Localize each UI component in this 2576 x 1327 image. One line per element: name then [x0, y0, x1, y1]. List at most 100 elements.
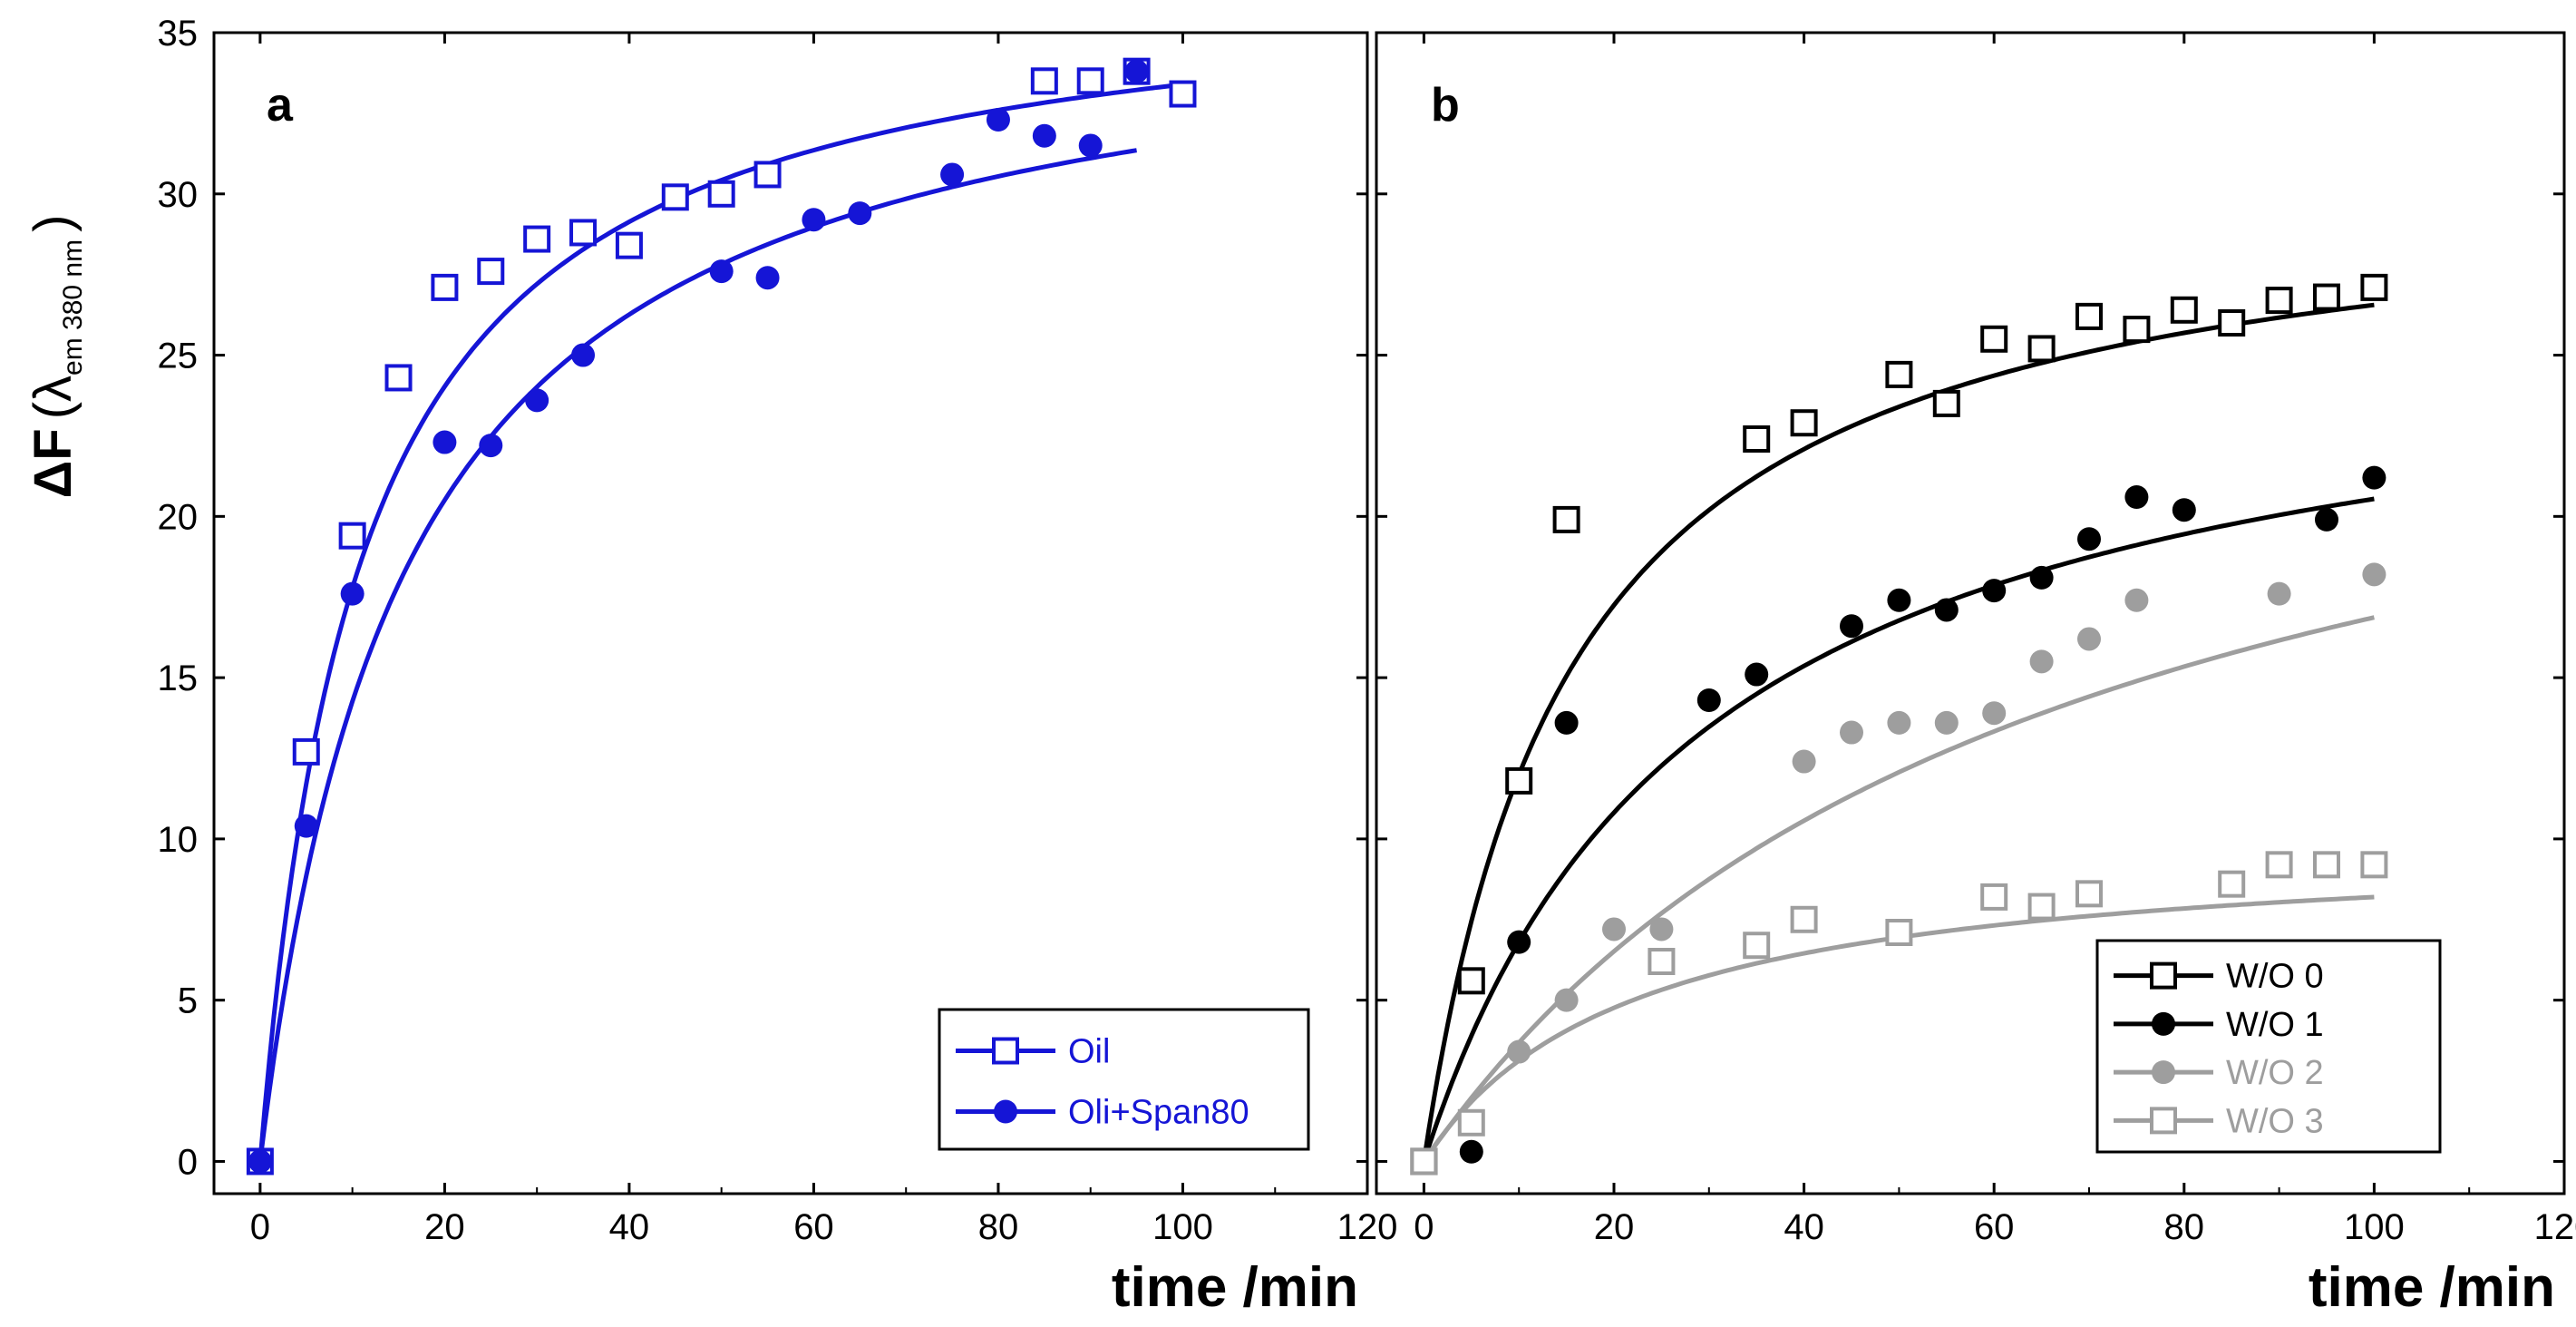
data-point — [477, 258, 505, 286]
data-point — [2362, 465, 2386, 490]
data-point — [1932, 389, 1960, 417]
data-point — [755, 266, 780, 290]
data-point — [1887, 588, 1911, 612]
data-point — [2029, 649, 2054, 674]
data-point — [2360, 273, 2388, 301]
data-point — [1602, 917, 1626, 942]
panel-label: b — [1431, 79, 1460, 132]
data-point — [1169, 80, 1197, 108]
data-point — [384, 364, 413, 392]
data-point — [709, 259, 734, 284]
data-point — [1790, 905, 1818, 933]
data-point — [1885, 919, 1913, 946]
fit-line-w-o-1 — [1422, 496, 2375, 1163]
legend-label: W/O 0 — [2226, 958, 2324, 996]
data-point — [1648, 948, 1676, 975]
data-point — [753, 161, 782, 189]
data-point — [1840, 720, 1863, 745]
data-point — [2124, 588, 2149, 612]
data-point — [1076, 67, 1104, 95]
x-axis-title: time /min — [2309, 1256, 2555, 1319]
data-point — [2362, 562, 2386, 587]
y-tick-label: 10 — [158, 820, 199, 860]
data-point — [1885, 360, 1913, 388]
data-point — [1124, 59, 1149, 83]
data-point — [2218, 870, 2246, 898]
x-tick-label: 0 — [250, 1207, 270, 1247]
data-point — [1505, 766, 1533, 795]
data-point — [2267, 581, 2291, 606]
data-point — [1554, 710, 1579, 735]
fit-line-oli-span80 — [258, 148, 1137, 1162]
data-point — [1507, 930, 1531, 954]
legend-box — [938, 1008, 1310, 1151]
data-point — [848, 201, 872, 226]
data-point — [1457, 967, 1485, 995]
x-tick-label: 100 — [1152, 1207, 1213, 1247]
data-point — [1790, 409, 1818, 437]
x-tick-label: 100 — [2344, 1207, 2405, 1247]
data-point — [2075, 302, 2103, 330]
panel-a: 0 20 40 60 80 100 120 0 5 10 15 20 25 30 35 a time /min O… — [158, 14, 1398, 1319]
y-tick-label: 0 — [178, 1142, 198, 1182]
data-point — [569, 219, 598, 247]
y-tick-label: 15 — [158, 659, 199, 698]
legend-marker — [2152, 1011, 2175, 1036]
legend-marker — [2150, 1107, 2177, 1135]
data-point — [2218, 309, 2246, 337]
data-point — [2313, 851, 2340, 879]
data-point — [571, 343, 596, 367]
data-point — [2123, 316, 2151, 344]
y-axis-title-sub: em 380 nm — [58, 239, 88, 376]
data-point — [2172, 498, 2196, 522]
x-tick-label: 120 — [1337, 1207, 1398, 1247]
data-point — [2027, 335, 2056, 363]
data-point — [1554, 988, 1579, 1012]
data-point — [2360, 851, 2388, 879]
data-point — [479, 434, 503, 458]
fit-line-w-o-0 — [1421, 302, 2375, 1162]
data-point — [338, 522, 366, 550]
data-point — [1030, 67, 1058, 95]
x-tick-label: 0 — [1414, 1207, 1434, 1247]
data-point — [1743, 932, 1771, 960]
data-point — [2027, 893, 2056, 921]
data-point — [2077, 527, 2101, 551]
data-point — [940, 162, 965, 187]
data-point — [2313, 283, 2340, 311]
data-point — [433, 430, 457, 454]
legend-label: Oil — [1068, 1033, 1110, 1071]
legend-marker — [2152, 1060, 2175, 1085]
data-point — [1743, 425, 1771, 453]
data-point — [1745, 662, 1769, 687]
data-point — [1078, 133, 1103, 158]
y-tick-label: 20 — [158, 497, 199, 537]
y-axis-title-open: ( — [24, 402, 83, 419]
data-point — [1982, 579, 2007, 603]
legend-marker — [994, 1099, 1017, 1124]
x-tick-label: 60 — [793, 1207, 834, 1247]
data-point — [986, 108, 1010, 132]
data-point — [525, 388, 549, 413]
data-point — [615, 231, 643, 259]
data-point — [1792, 749, 1816, 774]
x-tick-label: 40 — [1784, 1207, 1824, 1247]
panel-label: a — [267, 79, 294, 132]
fit-line-oil — [258, 82, 1183, 1162]
data-point — [2315, 507, 2338, 532]
plot-frame — [212, 31, 1369, 1195]
legend-label: Oli+Span80 — [1068, 1094, 1249, 1132]
data-point — [2170, 296, 2198, 324]
data-point — [1980, 883, 2008, 911]
legend-marker — [992, 1037, 1019, 1065]
data-point — [1459, 1139, 1483, 1164]
data-point — [1887, 710, 1911, 735]
x-tick-label: 60 — [1974, 1207, 2015, 1247]
data-point — [431, 273, 459, 301]
y-axis-title-main: ΔF — [24, 428, 83, 498]
data-point — [1457, 1108, 1485, 1137]
data-point — [248, 1149, 272, 1174]
data-point — [2029, 565, 2054, 590]
data-point — [661, 183, 689, 211]
x-tick-label: 80 — [2164, 1207, 2205, 1247]
